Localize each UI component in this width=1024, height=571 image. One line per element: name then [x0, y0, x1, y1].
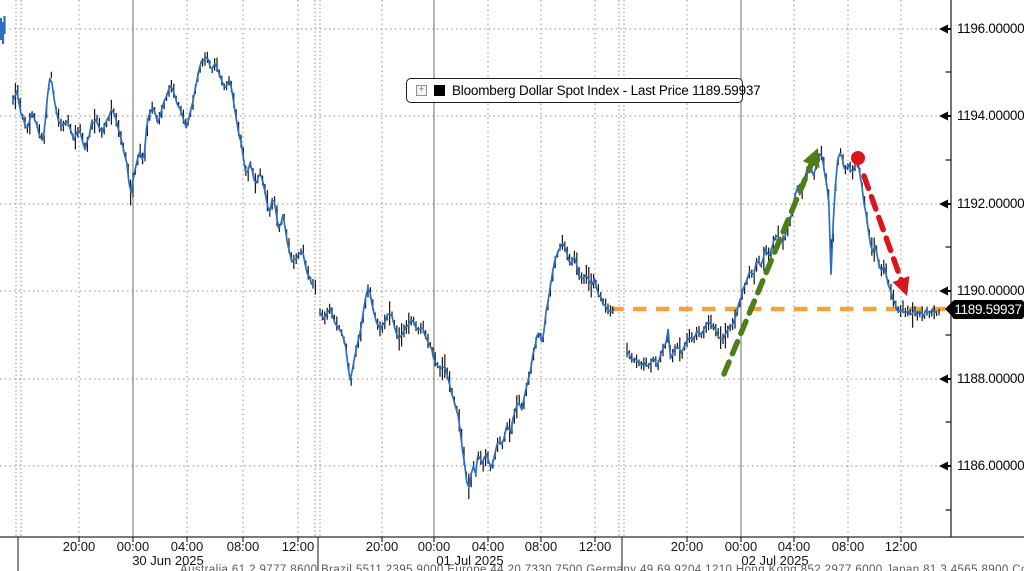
- x-axis-time-label: 00:00: [724, 539, 758, 554]
- price-series-bars: [319, 235, 614, 500]
- y-axis-tick-arrow-icon: [939, 111, 948, 121]
- x-axis-time-label: 12:00: [578, 539, 612, 554]
- down-arrow-dot-icon: [851, 151, 865, 165]
- legend-series-swatch-icon: [434, 85, 445, 96]
- x-axis-date-label: 02 Jul 2025: [741, 553, 809, 568]
- y-axis-tick-arrow-icon: [939, 24, 948, 34]
- footer-clipped-row: Australia 61 2 9777 8600 Brazil 5511 239…: [0, 563, 1024, 571]
- y-axis-label: 1190.00000: [957, 283, 1024, 298]
- price-series-line: [11, 56, 314, 286]
- legend-box[interactable]: + Bloomberg Dollar Spot Index - Last Pri…: [406, 78, 761, 103]
- x-axis-date-label: 30 Jun 2025: [132, 553, 204, 568]
- y-axis-tick-arrow-icon: [939, 199, 948, 209]
- legend-series-label: Bloomberg Dollar Spot Index - Last Price…: [452, 83, 761, 98]
- x-axis-time-label: 00:00: [116, 539, 150, 554]
- y-axis-tick-arrow-icon: [939, 286, 948, 296]
- x-axis-time-label: 20:00: [670, 539, 704, 554]
- y-axis-label: 1196.00000: [957, 21, 1024, 36]
- x-axis-time-label: 12:00: [884, 539, 918, 554]
- y-axis-tick-arrow-icon: [939, 374, 948, 384]
- x-axis-time-label: 04:00: [471, 539, 505, 554]
- up-trend-arrow: [721, 148, 820, 377]
- x-axis-date-label: 01 Jul 2025: [436, 553, 504, 568]
- price-series-bars: [12, 51, 317, 295]
- edge-price-fragment: [0, 16, 6, 44]
- x-axis-time-label: 20:00: [365, 539, 399, 554]
- y-axis-label: 1186.00000: [957, 458, 1024, 473]
- price-series: [0, 16, 940, 500]
- x-axis-time-label: 20:00: [62, 539, 96, 554]
- x-axis-time-label: 00:00: [417, 539, 451, 554]
- y-axis-tick-arrow-icon: [939, 461, 948, 471]
- x-axis-time-label: 08:00: [226, 539, 260, 554]
- last-price-tag-notch: [945, 301, 953, 317]
- x-axis-time-label: 12:00: [281, 539, 315, 554]
- x-axis-time-label: 04:00: [777, 539, 811, 554]
- down-trend-arrow: [851, 151, 910, 296]
- x-axis-time-label: 04:00: [170, 539, 204, 554]
- price-series-line: [318, 243, 615, 489]
- footer-clipped-text: Australia 61 2 9777 8600 Brazil 5511 239…: [180, 564, 1024, 571]
- price-series-line: [625, 152, 938, 368]
- legend-expander-icon[interactable]: +: [416, 85, 427, 96]
- y-axis-label: 1194.00000: [957, 108, 1024, 123]
- x-axis-time-label: 08:00: [831, 539, 865, 554]
- x-axis-time-label: 08:00: [524, 539, 558, 554]
- y-axis-label: 1188.00000: [957, 371, 1024, 386]
- last-price-tag: 1189.59937: [952, 300, 1024, 319]
- y-axis-label: 1192.00000: [957, 196, 1024, 211]
